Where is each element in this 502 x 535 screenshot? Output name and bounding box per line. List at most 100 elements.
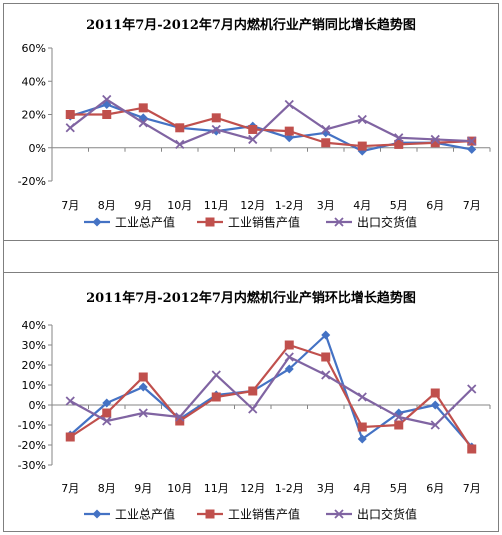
data-point: [102, 94, 112, 105]
data-point: [394, 420, 404, 430]
legend-item: 出口交货值: [326, 507, 417, 522]
data-point: [211, 113, 221, 123]
x-tick-label: 9月: [134, 199, 152, 212]
data-point: [467, 136, 477, 146]
data-point: [394, 412, 404, 422]
data-point: [467, 144, 477, 154]
data-point: [321, 330, 331, 340]
chart-title: 2011年7月-2012年7月内燃机行业产销同比增长趋势图: [86, 18, 416, 33]
data-point: [65, 123, 75, 133]
data-point: [357, 141, 367, 151]
x-tick-label: 6月: [426, 482, 444, 495]
legend-item: 工业销售产值: [197, 507, 300, 522]
x-tick-label: 11月: [204, 482, 229, 495]
data-point: [211, 392, 221, 402]
data-point: [102, 110, 112, 119]
series-2: [65, 103, 477, 151]
data-point: [138, 382, 148, 392]
data-point: [175, 412, 185, 422]
data-point: [284, 99, 294, 110]
x-tick-label: 7月: [61, 199, 79, 212]
data-point: [430, 388, 440, 398]
data-point: [430, 138, 440, 148]
x-tick-label: 10月: [167, 199, 192, 212]
data-point: [430, 420, 440, 430]
data-point: [467, 384, 477, 394]
x-tick-label: 7月: [61, 482, 79, 495]
x-tick-label: 10月: [167, 482, 192, 495]
legend-marker: [92, 509, 102, 519]
data-point: [248, 134, 258, 145]
data-point: [65, 110, 75, 119]
x-tick-label: 12月: [240, 482, 265, 495]
data-point: [284, 364, 294, 374]
legend-marker: [205, 217, 215, 227]
legend: 工业总产值 工业销售产值 出口交货值: [84, 215, 417, 230]
legend-marker: [334, 509, 344, 519]
x-tick-label: 8月: [98, 482, 116, 495]
series-line: [69, 355, 473, 427]
data-point: [430, 134, 440, 145]
legend-item: 工业总产值: [84, 507, 175, 522]
y-tick-label: 40%: [22, 75, 46, 88]
series-line: [69, 343, 473, 450]
y-tick-label: -30%: [18, 459, 46, 472]
data-point: [321, 138, 331, 148]
legend-label: 工业销售产值: [228, 215, 300, 230]
chart-yoy-plot: 60% 40% 20% 0% -20% 7月 8月 9月 10月 11月 12月 1-2月 3月 4月 5月…: [18, 42, 491, 230]
x-tick-label: 1-2月: [275, 199, 304, 212]
panel-gap: [3, 241, 499, 272]
legend-marker: [92, 217, 102, 227]
data-point: [175, 416, 185, 426]
x-tick-label: 8月: [98, 199, 116, 212]
series-line: [69, 98, 472, 146]
y-tick-label: 0%: [29, 399, 46, 412]
y-tick-label: 10%: [22, 379, 46, 392]
data-point: [138, 372, 148, 382]
x-tick-label: 3月: [317, 482, 335, 495]
legend-label: 工业总产值: [115, 507, 175, 522]
data-point: [284, 126, 294, 136]
x-tick-label: 9月: [134, 482, 152, 495]
data-point: [138, 103, 148, 113]
legend-label: 工业总产值: [115, 215, 175, 230]
series-line: [69, 333, 473, 448]
x-tick-label: 3月: [317, 199, 335, 212]
legend-label: 出口交货值: [357, 215, 417, 230]
data-point: [248, 124, 258, 134]
x-tick-label: 7月: [463, 482, 481, 495]
chart-mom: 2011年7月-2012年7月内燃机行业产销环比增长趋势图 40% 30% 20% 1…: [3, 272, 499, 532]
x-tick-label: 4月: [353, 482, 371, 495]
series-1: [65, 330, 477, 452]
series-1: [65, 100, 477, 156]
legend: 工业总产值 工业销售产值 出口交货值: [84, 507, 417, 522]
data-point: [394, 133, 404, 143]
data-point: [102, 408, 112, 418]
data-point: [102, 398, 112, 408]
data-point: [65, 432, 75, 442]
legend-item: 出口交货值: [326, 215, 417, 230]
data-point: [248, 404, 258, 414]
legend-marker: [334, 217, 344, 227]
data-point: [394, 139, 404, 149]
legend-marker: [205, 509, 215, 519]
data-point: [321, 124, 331, 135]
data-point: [284, 340, 294, 350]
data-point: [321, 370, 331, 380]
data-point: [357, 392, 367, 402]
data-point: [284, 352, 294, 362]
data-point: [357, 422, 367, 432]
data-point: [211, 124, 221, 135]
series-line: [69, 103, 472, 153]
x-tick-label: 11月: [204, 199, 229, 212]
data-point: [175, 123, 185, 133]
series-3: [65, 352, 477, 430]
y-tick-label: -10%: [18, 419, 46, 432]
legend-item: 工业总产值: [84, 215, 175, 230]
legend-item: 工业销售产值: [197, 215, 300, 230]
y-tick-label: -20%: [18, 439, 46, 452]
chart-title: 2011年7月-2012年7月内燃机行业产销环比增长趋势图: [86, 291, 416, 306]
data-point: [102, 416, 112, 426]
x-tick-label: 5月: [390, 482, 408, 495]
data-point: [65, 396, 75, 406]
